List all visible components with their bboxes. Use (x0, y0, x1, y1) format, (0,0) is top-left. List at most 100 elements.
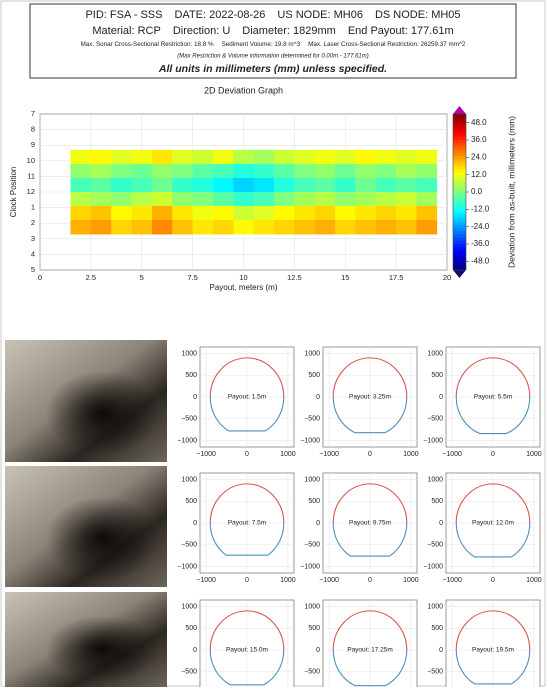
heat-cell (111, 177, 132, 193)
y-tick-label: −1000 (177, 563, 197, 570)
upper-profile (209, 483, 285, 524)
y-tick-label: 1000 (304, 350, 320, 357)
heat-cell (212, 192, 234, 207)
y-tick-label: −500 (304, 542, 320, 549)
heat-cell (294, 149, 316, 165)
colorbar-segment (453, 182, 466, 186)
heat-cell (416, 149, 438, 165)
colorbar-segment (453, 185, 466, 190)
colorbar-segment (453, 257, 466, 261)
colorbar-segment (453, 179, 466, 183)
colorbar-segment (453, 140, 466, 144)
heat-cell (192, 163, 214, 179)
y-tick-label: 1000 (181, 350, 197, 357)
colorbar-segment (453, 133, 466, 138)
diameter: Diameter: 1829mm (242, 25, 336, 37)
colorbar-segment (453, 201, 466, 206)
heat-cell (416, 220, 438, 235)
heat-cell (131, 220, 153, 235)
lower-profile (455, 396, 531, 435)
colorbar-segment (453, 156, 466, 160)
y-tick-label: −500 (427, 669, 443, 676)
colorbar-segment (453, 146, 466, 151)
colorbar-tick-label: 0.0 (471, 187, 483, 196)
y-tick-label: 0 (316, 647, 320, 654)
heat-cell (274, 163, 295, 179)
date: DATE: 2022-08-26 (174, 9, 265, 21)
material: Material: RCP (92, 25, 160, 37)
colorbar-segment (453, 114, 466, 118)
lower-profile (209, 522, 285, 556)
y-tick-label: 500 (185, 372, 197, 379)
heat-cell (172, 220, 193, 235)
sediment-volume: Sediment Volume: 19.8 m^3 (222, 41, 301, 48)
colorbar-segment (453, 159, 466, 164)
x-tick-label: −1000 (319, 577, 339, 584)
heat-cell (233, 177, 254, 193)
x-tick-label: 1000 (280, 577, 296, 584)
y-tick-label: 7 (31, 109, 35, 118)
y-tick-label: 4 (31, 249, 35, 258)
y-tick-label: 3 (31, 234, 35, 243)
y-tick-label: 12 (27, 187, 35, 196)
y-axis-label: Clock Position (9, 167, 18, 218)
x-axis-label: Payout, meters (m) (209, 283, 277, 292)
payout-annotation: Payout: 19.5m (472, 647, 514, 654)
sonar-restriction: Max. Sonar Cross-Sectional Restriction: … (81, 41, 214, 48)
y-tick-label: 2 (31, 218, 35, 227)
heat-cell (70, 206, 92, 221)
payout-annotation: Payout: 5.5m (474, 394, 512, 401)
ds-node: DS NODE: MH05 (375, 9, 461, 21)
heat-cell (233, 220, 254, 235)
x-tick-label: 1000 (526, 451, 542, 458)
upper-profile (332, 483, 408, 524)
heat-cell (192, 177, 214, 193)
colorbar-segment (453, 244, 466, 248)
colorbar-label: Deviation from as-built, millimeters (mm… (506, 116, 516, 268)
heat-cell (335, 206, 356, 221)
payout-annotation: Payout: 1.5m (228, 394, 266, 401)
heat-cell (253, 220, 275, 235)
upper-profile (455, 610, 531, 651)
y-tick-label: −500 (427, 542, 443, 549)
pid: PID: FSA - SSS (85, 9, 162, 21)
lower-profile (455, 649, 531, 685)
heat-cell (172, 206, 193, 221)
colorbar-segment (453, 166, 466, 170)
heat-cell (416, 163, 438, 179)
heat-cell (416, 177, 438, 193)
heat-cell (192, 192, 214, 207)
y-tick-label: −1000 (300, 437, 320, 444)
heat-cell (212, 163, 234, 179)
y-tick-label: −1000 (423, 563, 443, 570)
heat-cell (233, 206, 254, 221)
y-tick-label: 1000 (427, 603, 443, 610)
heat-cell (375, 220, 397, 235)
x-tick-label: −1000 (196, 577, 216, 584)
colorbar-segment (453, 240, 466, 245)
heat-cell (314, 163, 336, 179)
heat-cell (131, 177, 153, 193)
heat-cell (355, 192, 377, 207)
y-tick-label: 0 (193, 394, 197, 401)
heat-cell (274, 220, 295, 235)
heat-cell (70, 192, 92, 207)
colorbar-segment (453, 205, 466, 209)
payout-annotation: Payout: 17.25m (347, 647, 393, 654)
heat-cell (355, 220, 377, 235)
payout-annotation: Payout: 12.0m (472, 520, 514, 527)
header-line2: Material: RCP Direction: U Diameter: 1829m… (92, 25, 453, 37)
heat-cell (192, 149, 214, 165)
heat-cell (70, 149, 92, 165)
heat-cell (355, 163, 377, 179)
heat-cell (396, 163, 417, 179)
y-tick-label: 1000 (427, 350, 443, 357)
upper-profile (455, 483, 531, 524)
y-tick-label: 1 (31, 203, 35, 212)
heat-cell (151, 220, 173, 235)
y-tick-label: −500 (181, 416, 197, 423)
y-tick-label: −500 (181, 542, 197, 549)
x-tick-label: 12.5 (287, 273, 302, 282)
heat-cell (212, 177, 234, 193)
